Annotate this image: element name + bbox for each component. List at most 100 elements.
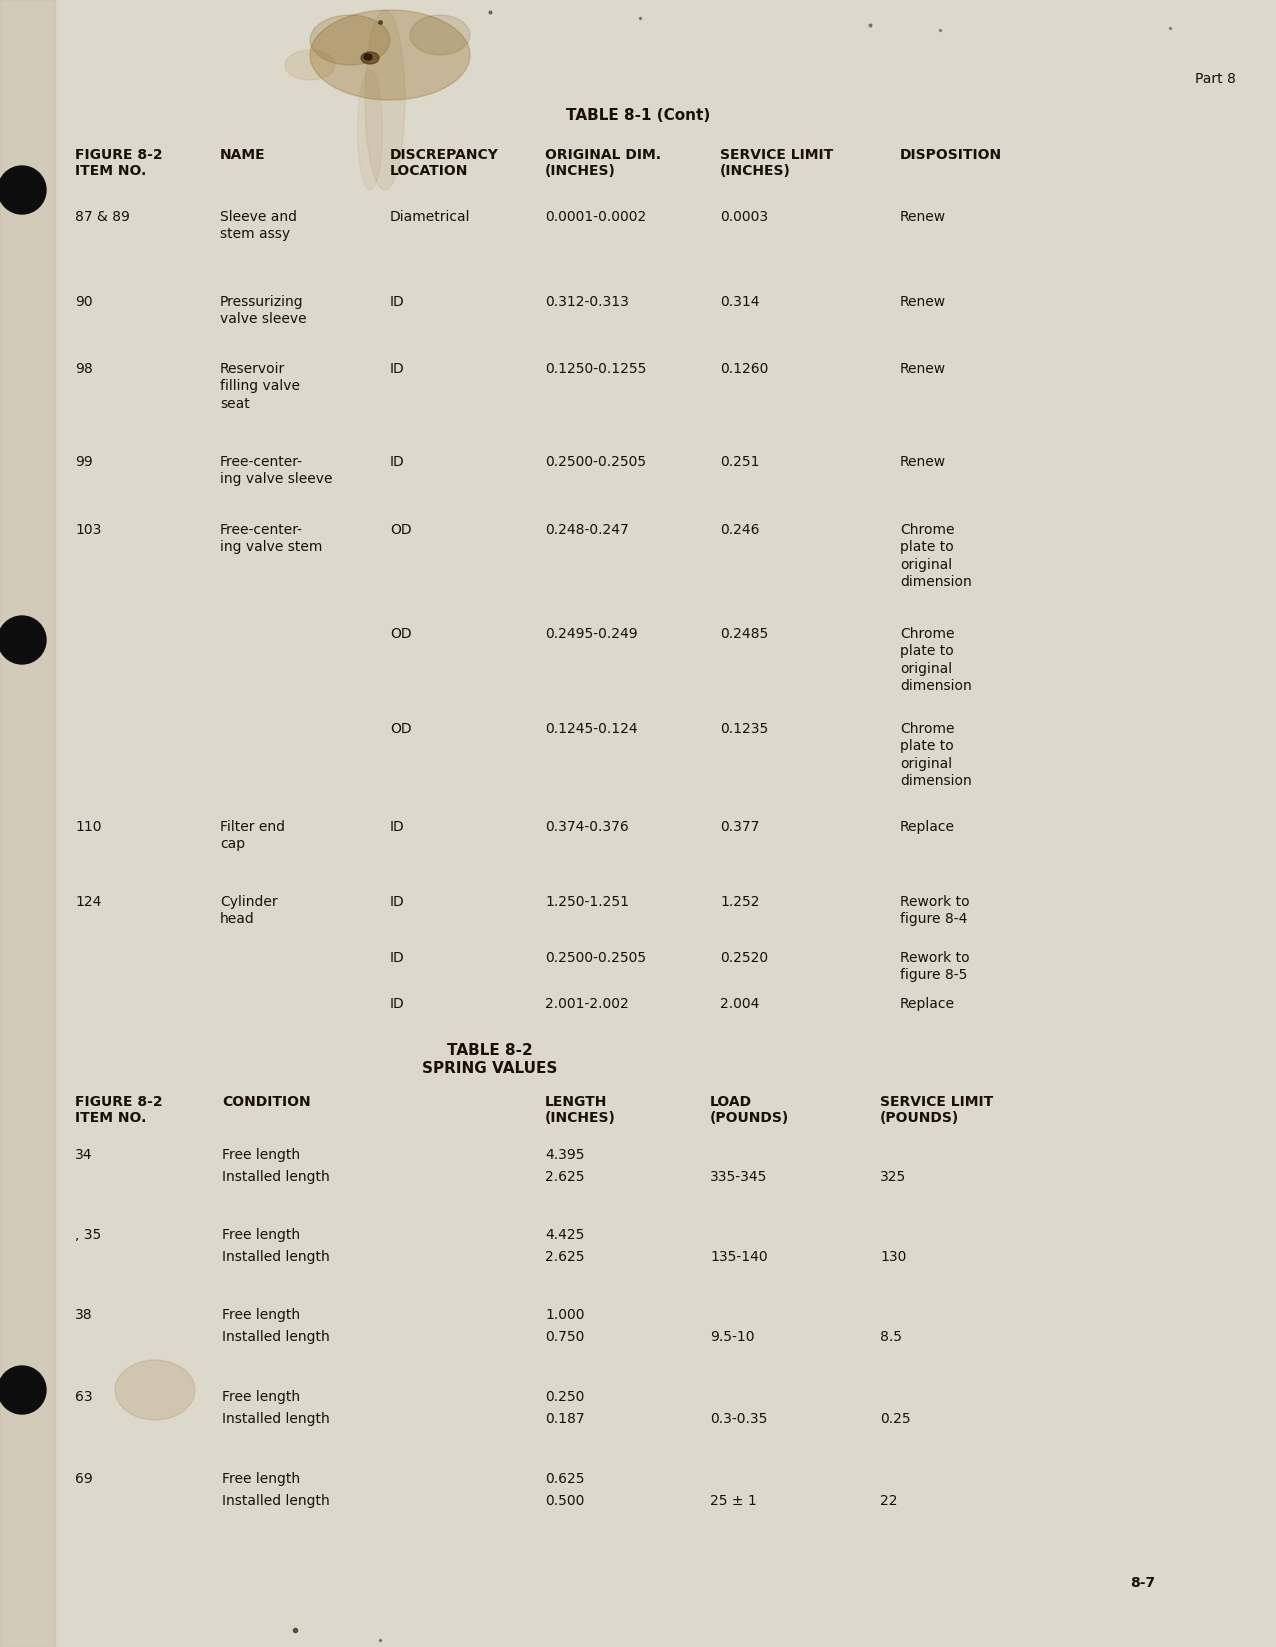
Text: 0.250: 0.250 xyxy=(545,1390,584,1403)
Text: 0.750: 0.750 xyxy=(545,1331,584,1344)
Text: Renew: Renew xyxy=(900,295,946,310)
Text: Free length: Free length xyxy=(222,1308,300,1323)
Text: 103: 103 xyxy=(75,524,101,537)
Text: Free length: Free length xyxy=(222,1390,300,1403)
Text: 63: 63 xyxy=(75,1390,93,1403)
Ellipse shape xyxy=(285,49,336,81)
Text: 0.2485: 0.2485 xyxy=(720,628,768,641)
Text: ID: ID xyxy=(390,455,404,469)
Text: SERVICE LIMIT: SERVICE LIMIT xyxy=(880,1095,993,1108)
Text: 22: 22 xyxy=(880,1494,897,1509)
Text: 0.0001-0.0002: 0.0001-0.0002 xyxy=(545,211,646,224)
Text: Pressurizing
valve sleeve: Pressurizing valve sleeve xyxy=(219,295,306,326)
Ellipse shape xyxy=(310,10,470,100)
Text: Replace: Replace xyxy=(900,996,954,1011)
Text: 34: 34 xyxy=(75,1148,92,1163)
Text: 0.1235: 0.1235 xyxy=(720,721,768,736)
Text: Chrome
plate to
original
dimension: Chrome plate to original dimension xyxy=(900,524,972,590)
Text: 0.2500-0.2505: 0.2500-0.2505 xyxy=(545,455,646,469)
Text: 0.314: 0.314 xyxy=(720,295,759,310)
Text: Chrome
plate to
original
dimension: Chrome plate to original dimension xyxy=(900,628,972,693)
Text: Installed length: Installed length xyxy=(222,1331,329,1344)
Text: 69: 69 xyxy=(75,1472,93,1486)
Text: Free length: Free length xyxy=(222,1148,300,1163)
Text: (INCHES): (INCHES) xyxy=(720,165,791,178)
Text: 130: 130 xyxy=(880,1250,906,1263)
Text: (INCHES): (INCHES) xyxy=(545,165,616,178)
Text: ID: ID xyxy=(390,894,404,909)
Text: 2.625: 2.625 xyxy=(545,1250,584,1263)
Text: 0.374-0.376: 0.374-0.376 xyxy=(545,820,629,833)
Text: 25 ± 1: 25 ± 1 xyxy=(709,1494,757,1509)
Text: LOAD: LOAD xyxy=(709,1095,752,1108)
Text: 8-7: 8-7 xyxy=(1131,1576,1155,1589)
Text: 0.377: 0.377 xyxy=(720,820,759,833)
Text: OD: OD xyxy=(390,628,412,641)
Text: Rework to
figure 8-4: Rework to figure 8-4 xyxy=(900,894,970,926)
Text: ID: ID xyxy=(390,295,404,310)
Circle shape xyxy=(0,166,46,214)
Text: Chrome
plate to
original
dimension: Chrome plate to original dimension xyxy=(900,721,972,787)
Text: 2.001-2.002: 2.001-2.002 xyxy=(545,996,629,1011)
Text: Renew: Renew xyxy=(900,211,946,224)
Text: 0.0003: 0.0003 xyxy=(720,211,768,224)
Ellipse shape xyxy=(361,53,379,64)
Text: Installed length: Installed length xyxy=(222,1250,329,1263)
Text: Free length: Free length xyxy=(222,1229,300,1242)
Text: TABLE 8-1 (Cont): TABLE 8-1 (Cont) xyxy=(565,109,711,124)
Text: Free-center-
ing valve sleeve: Free-center- ing valve sleeve xyxy=(219,455,333,486)
Text: 325: 325 xyxy=(880,1169,906,1184)
Text: ID: ID xyxy=(390,996,404,1011)
Text: Renew: Renew xyxy=(900,455,946,469)
Text: TABLE 8-2: TABLE 8-2 xyxy=(447,1043,533,1057)
Text: NAME: NAME xyxy=(219,148,265,161)
Text: (INCHES): (INCHES) xyxy=(545,1112,616,1125)
Text: 0.625: 0.625 xyxy=(545,1472,584,1486)
Ellipse shape xyxy=(115,1360,195,1420)
Bar xyxy=(0,0,55,1647)
Text: 0.1250-0.1255: 0.1250-0.1255 xyxy=(545,362,647,376)
Text: 0.2495-0.249: 0.2495-0.249 xyxy=(545,628,638,641)
Text: 124: 124 xyxy=(75,894,101,909)
Ellipse shape xyxy=(364,54,373,59)
Ellipse shape xyxy=(410,15,470,54)
Text: 98: 98 xyxy=(75,362,93,376)
Text: 0.3-0.35: 0.3-0.35 xyxy=(709,1411,767,1426)
Text: 0.187: 0.187 xyxy=(545,1411,584,1426)
Text: 4.395: 4.395 xyxy=(545,1148,584,1163)
Text: 8.5: 8.5 xyxy=(880,1331,902,1344)
Text: DISPOSITION: DISPOSITION xyxy=(900,148,1002,161)
Text: 110: 110 xyxy=(75,820,102,833)
Text: Rework to
figure 8-5: Rework to figure 8-5 xyxy=(900,950,970,982)
Text: OD: OD xyxy=(390,524,412,537)
Text: Replace: Replace xyxy=(900,820,954,833)
Text: 0.25: 0.25 xyxy=(880,1411,911,1426)
Text: OD: OD xyxy=(390,721,412,736)
Text: 1.252: 1.252 xyxy=(720,894,759,909)
Text: ID: ID xyxy=(390,362,404,376)
Text: 0.248-0.247: 0.248-0.247 xyxy=(545,524,629,537)
Text: ID: ID xyxy=(390,950,404,965)
Text: LENGTH: LENGTH xyxy=(545,1095,607,1108)
Text: (POUNDS): (POUNDS) xyxy=(880,1112,960,1125)
Text: , 35: , 35 xyxy=(75,1229,101,1242)
Text: Reservoir
filling valve
seat: Reservoir filling valve seat xyxy=(219,362,300,410)
Text: Sleeve and
stem assy: Sleeve and stem assy xyxy=(219,211,297,242)
Text: ORIGINAL DIM.: ORIGINAL DIM. xyxy=(545,148,661,161)
Text: 0.500: 0.500 xyxy=(545,1494,584,1509)
Text: Renew: Renew xyxy=(900,362,946,376)
Text: 1.250-1.251: 1.250-1.251 xyxy=(545,894,629,909)
Text: FIGURE 8-2: FIGURE 8-2 xyxy=(75,148,162,161)
Text: LOCATION: LOCATION xyxy=(390,165,468,178)
Text: (POUNDS): (POUNDS) xyxy=(709,1112,790,1125)
Text: 0.312-0.313: 0.312-0.313 xyxy=(545,295,629,310)
Text: 0.1260: 0.1260 xyxy=(720,362,768,376)
Text: ITEM NO.: ITEM NO. xyxy=(75,1112,147,1125)
Ellipse shape xyxy=(357,71,383,189)
Text: 0.2520: 0.2520 xyxy=(720,950,768,965)
Circle shape xyxy=(0,616,46,664)
Ellipse shape xyxy=(365,10,404,189)
Text: Installed length: Installed length xyxy=(222,1411,329,1426)
Text: Free-center-
ing valve stem: Free-center- ing valve stem xyxy=(219,524,323,555)
Text: 0.246: 0.246 xyxy=(720,524,759,537)
